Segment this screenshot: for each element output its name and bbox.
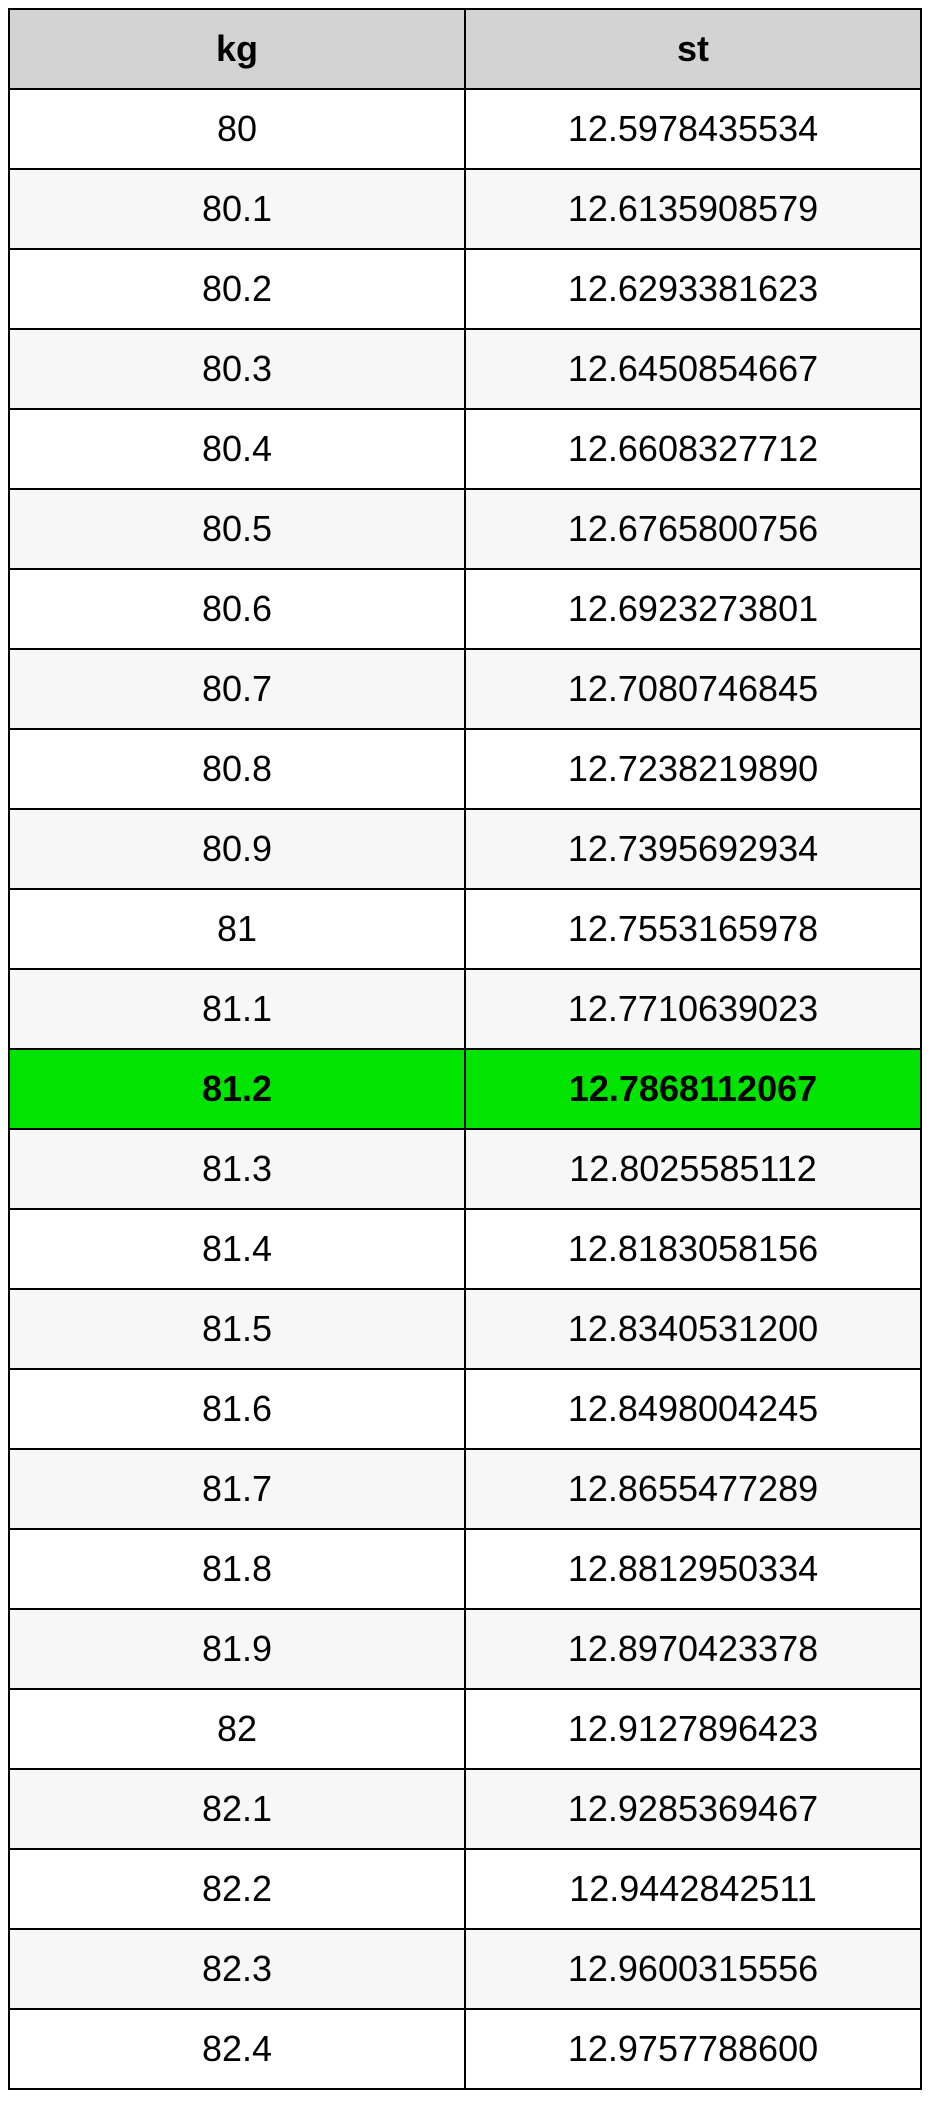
table-row: 80.812.7238219890 [9, 729, 921, 809]
cell-kg: 80.1 [9, 169, 465, 249]
table-row: 81.512.8340531200 [9, 1289, 921, 1369]
cell-kg: 80.5 [9, 489, 465, 569]
table-row: 80.912.7395692934 [9, 809, 921, 889]
table-row: 80.512.6765800756 [9, 489, 921, 569]
cell-st: 12.8970423378 [465, 1609, 921, 1689]
cell-st: 12.7238219890 [465, 729, 921, 809]
cell-kg: 81.8 [9, 1529, 465, 1609]
cell-st: 12.8340531200 [465, 1289, 921, 1369]
conversion-table: kg st 8012.597843553480.112.613590857980… [8, 8, 922, 2090]
cell-st: 12.9127896423 [465, 1689, 921, 1769]
cell-kg: 82 [9, 1689, 465, 1769]
cell-kg: 80.4 [9, 409, 465, 489]
table-row: 82.412.9757788600 [9, 2009, 921, 2089]
cell-st: 12.8025585112 [465, 1129, 921, 1209]
table-row: 81.812.8812950334 [9, 1529, 921, 1609]
cell-kg: 82.3 [9, 1929, 465, 2009]
table-row: 80.412.6608327712 [9, 409, 921, 489]
cell-kg: 81.5 [9, 1289, 465, 1369]
cell-kg: 80.9 [9, 809, 465, 889]
cell-kg: 81.9 [9, 1609, 465, 1689]
cell-st: 12.8655477289 [465, 1449, 921, 1529]
table-row: 80.612.6923273801 [9, 569, 921, 649]
cell-st: 12.6608327712 [465, 409, 921, 489]
table-header-row: kg st [9, 9, 921, 89]
cell-st: 12.6923273801 [465, 569, 921, 649]
cell-kg: 80.3 [9, 329, 465, 409]
table-row: 81.612.8498004245 [9, 1369, 921, 1449]
cell-st: 12.7710639023 [465, 969, 921, 1049]
table-row: 8212.9127896423 [9, 1689, 921, 1769]
cell-kg: 81.6 [9, 1369, 465, 1449]
cell-st: 12.5978435534 [465, 89, 921, 169]
table-row: 81.312.8025585112 [9, 1129, 921, 1209]
cell-st: 12.7395692934 [465, 809, 921, 889]
cell-st: 12.6765800756 [465, 489, 921, 569]
table-row: 81.112.7710639023 [9, 969, 921, 1049]
cell-st: 12.9600315556 [465, 1929, 921, 2009]
cell-kg: 81.4 [9, 1209, 465, 1289]
cell-st: 12.8498004245 [465, 1369, 921, 1449]
cell-kg: 80 [9, 89, 465, 169]
cell-kg: 80.2 [9, 249, 465, 329]
cell-st: 12.9285369467 [465, 1769, 921, 1849]
table-row: 82.312.9600315556 [9, 1929, 921, 2009]
column-header-kg: kg [9, 9, 465, 89]
table-row: 80.712.7080746845 [9, 649, 921, 729]
cell-st: 12.7553165978 [465, 889, 921, 969]
table-header: kg st [9, 9, 921, 89]
cell-kg: 82.1 [9, 1769, 465, 1849]
table-row: 82.112.9285369467 [9, 1769, 921, 1849]
cell-kg: 82.4 [9, 2009, 465, 2089]
cell-st: 12.9442842511 [465, 1849, 921, 1929]
cell-st: 12.6450854667 [465, 329, 921, 409]
table-row: 81.912.8970423378 [9, 1609, 921, 1689]
table-row: 8012.5978435534 [9, 89, 921, 169]
cell-kg: 82.2 [9, 1849, 465, 1929]
column-header-st: st [465, 9, 921, 89]
cell-kg: 81.1 [9, 969, 465, 1049]
cell-kg: 81.2 [9, 1049, 465, 1129]
cell-st: 12.7868112067 [465, 1049, 921, 1129]
cell-kg: 80.6 [9, 569, 465, 649]
table-row: 82.212.9442842511 [9, 1849, 921, 1929]
cell-st: 12.7080746845 [465, 649, 921, 729]
cell-kg: 81 [9, 889, 465, 969]
cell-kg: 81.7 [9, 1449, 465, 1529]
table-row: 8112.7553165978 [9, 889, 921, 969]
cell-st: 12.8183058156 [465, 1209, 921, 1289]
table-row: 80.212.6293381623 [9, 249, 921, 329]
cell-kg: 81.3 [9, 1129, 465, 1209]
table-row: 81.212.7868112067 [9, 1049, 921, 1129]
cell-st: 12.8812950334 [465, 1529, 921, 1609]
table-row: 80.312.6450854667 [9, 329, 921, 409]
table-row: 81.712.8655477289 [9, 1449, 921, 1529]
table-row: 80.112.6135908579 [9, 169, 921, 249]
cell-st: 12.9757788600 [465, 2009, 921, 2089]
table-row: 81.412.8183058156 [9, 1209, 921, 1289]
cell-kg: 80.7 [9, 649, 465, 729]
cell-st: 12.6293381623 [465, 249, 921, 329]
cell-kg: 80.8 [9, 729, 465, 809]
cell-st: 12.6135908579 [465, 169, 921, 249]
table-body: 8012.597843553480.112.613590857980.212.6… [9, 89, 921, 2089]
